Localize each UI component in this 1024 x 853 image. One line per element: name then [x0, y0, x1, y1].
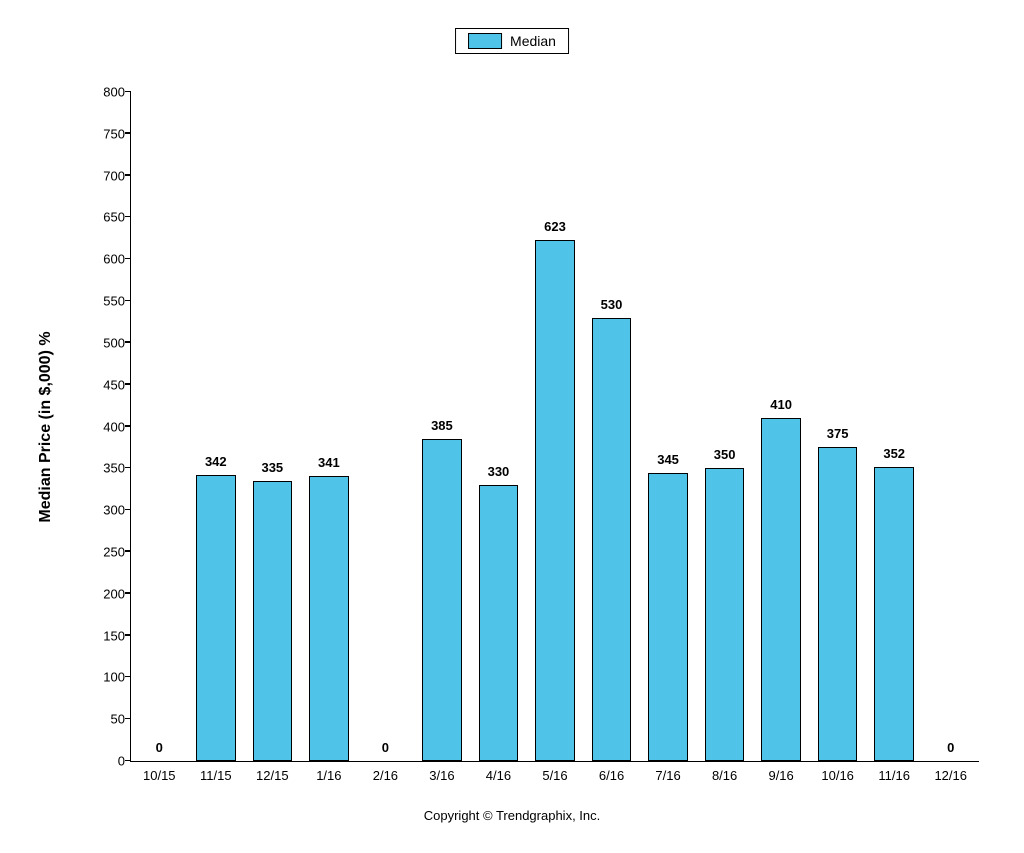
- y-tick-mark: [125, 300, 131, 302]
- y-tick-label: 50: [85, 712, 125, 727]
- y-tick-mark: [125, 91, 131, 93]
- bar-value-label: 342: [205, 454, 227, 469]
- y-tick-label: 500: [85, 335, 125, 350]
- x-tick-label: 1/16: [316, 768, 341, 783]
- x-tick-label: 11/15: [200, 768, 232, 783]
- x-tick-label: 6/16: [599, 768, 624, 783]
- bar: [253, 481, 293, 761]
- bar: [874, 467, 914, 761]
- bar-value-label: 0: [156, 740, 163, 755]
- x-tick-label: 12/16: [934, 768, 967, 783]
- y-tick-label: 550: [85, 294, 125, 309]
- bar: [818, 447, 858, 761]
- y-tick-label: 600: [85, 252, 125, 267]
- x-tick-label: 12/15: [256, 768, 289, 783]
- y-tick-mark: [125, 509, 131, 511]
- y-tick-label: 200: [85, 586, 125, 601]
- y-tick-mark: [125, 216, 131, 218]
- legend-label: Median: [510, 33, 556, 49]
- y-axis-title: Median Price (in $,000) %: [37, 331, 55, 522]
- bar: [196, 475, 236, 761]
- bar-value-label: 410: [770, 397, 792, 412]
- y-tick-mark: [125, 760, 131, 762]
- y-tick-mark: [125, 341, 131, 343]
- y-tick-mark: [125, 592, 131, 594]
- chart-legend: Median: [455, 28, 569, 54]
- x-tick-label: 8/16: [712, 768, 737, 783]
- y-tick-mark: [125, 634, 131, 636]
- bar-value-label: 352: [883, 446, 905, 461]
- y-tick-label: 0: [85, 754, 125, 769]
- bar-value-label: 330: [488, 464, 510, 479]
- bar-value-label: 0: [947, 740, 954, 755]
- y-tick-mark: [125, 174, 131, 176]
- bar-value-label: 350: [714, 447, 736, 462]
- bar-value-label: 385: [431, 418, 453, 433]
- bar: [479, 485, 519, 761]
- bar-value-label: 375: [827, 426, 849, 441]
- y-tick-label: 450: [85, 377, 125, 392]
- y-tick-mark: [125, 425, 131, 427]
- bar: [592, 318, 632, 761]
- x-tick-label: 9/16: [768, 768, 793, 783]
- y-tick-mark: [125, 676, 131, 678]
- x-tick-label: 7/16: [655, 768, 680, 783]
- y-tick-label: 800: [85, 85, 125, 100]
- bar: [535, 240, 575, 761]
- chart-footer: Copyright © Trendgraphix, Inc.: [424, 808, 601, 823]
- legend-swatch: [468, 33, 502, 49]
- bar-value-label: 0: [382, 740, 389, 755]
- plot-area: 0501001502002503003504004505005506006507…: [130, 92, 979, 762]
- y-tick-label: 700: [85, 168, 125, 183]
- y-tick-label: 300: [85, 503, 125, 518]
- y-tick-mark: [125, 467, 131, 469]
- y-tick-label: 750: [85, 126, 125, 141]
- y-tick-mark: [125, 550, 131, 552]
- x-tick-label: 10/16: [821, 768, 854, 783]
- bar-value-label: 345: [657, 452, 679, 467]
- bar: [705, 468, 745, 761]
- y-tick-label: 150: [85, 628, 125, 643]
- bar: [309, 476, 349, 761]
- x-tick-label: 10/15: [143, 768, 176, 783]
- y-tick-label: 650: [85, 210, 125, 225]
- x-tick-label: 4/16: [486, 768, 511, 783]
- y-tick-mark: [125, 718, 131, 720]
- bar-value-label: 341: [318, 455, 340, 470]
- x-tick-label: 2/16: [373, 768, 398, 783]
- y-tick-label: 100: [85, 670, 125, 685]
- y-tick-label: 250: [85, 544, 125, 559]
- median-price-chart: Median Median Price (in $,000) % 0 50 100 1…: [0, 0, 1024, 853]
- bar: [422, 439, 462, 761]
- bar-value-label: 623: [544, 219, 566, 234]
- bar-value-label: 335: [261, 460, 283, 475]
- bar: [648, 473, 688, 762]
- y-tick-mark: [125, 132, 131, 134]
- x-tick-label: 11/16: [878, 768, 910, 783]
- bar: [761, 418, 801, 761]
- y-tick-label: 400: [85, 419, 125, 434]
- bar-value-label: 530: [601, 297, 623, 312]
- y-tick-mark: [125, 258, 131, 260]
- x-tick-label: 3/16: [429, 768, 454, 783]
- x-tick-label: 5/16: [542, 768, 567, 783]
- y-tick-label: 350: [85, 461, 125, 476]
- y-tick-mark: [125, 383, 131, 385]
